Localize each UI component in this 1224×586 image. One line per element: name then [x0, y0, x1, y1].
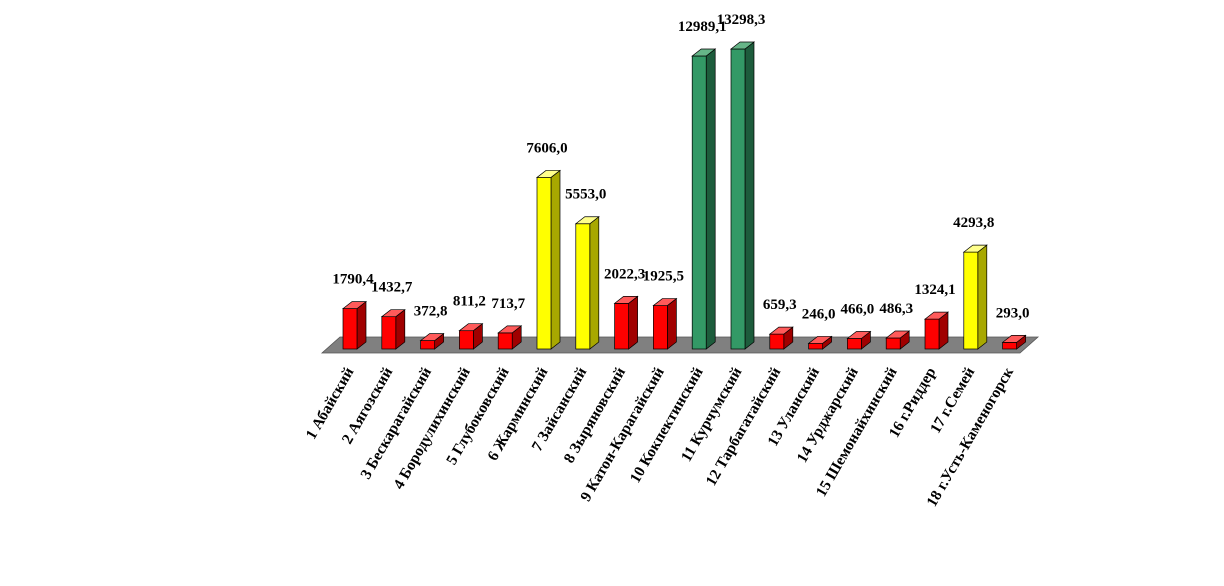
bar-front	[381, 316, 397, 350]
bar-front	[342, 308, 358, 350]
value-label-11: 13298,3	[717, 12, 766, 28]
value-label-8: 2022,3	[604, 266, 645, 282]
bar-top	[535, 170, 562, 178]
bar-top	[691, 48, 717, 57]
bar-front	[963, 251, 979, 350]
bar-9	[652, 297, 678, 350]
bar-front	[808, 343, 823, 350]
bar-side	[356, 300, 367, 350]
bar-front	[1002, 342, 1017, 350]
value-label-15: 486,3	[879, 301, 913, 317]
bar-side	[744, 41, 755, 350]
bar-front	[420, 340, 435, 350]
bar-15	[885, 330, 911, 350]
bar-top	[380, 309, 406, 318]
bar-18	[1001, 334, 1027, 350]
bar-front	[691, 55, 707, 350]
value-label-9: 1925,5	[643, 269, 684, 285]
bar-side	[667, 297, 677, 350]
value-label-10: 12989,1	[678, 19, 727, 35]
bar-front	[885, 337, 901, 350]
value-label-2: 1432,7	[371, 280, 413, 296]
bar-top	[807, 336, 833, 344]
bar-13	[807, 335, 833, 350]
bar-top	[846, 331, 872, 339]
bar-8	[613, 295, 639, 350]
value-label-1: 1790,4	[332, 272, 374, 288]
bar-front	[653, 305, 668, 350]
bar-5	[497, 325, 523, 350]
value-label-12: 659,3	[763, 297, 797, 313]
bar-2	[380, 308, 406, 350]
category-label-3: 3 Бескарагайский	[357, 364, 435, 482]
bar-top	[962, 244, 988, 253]
bars-group	[341, 41, 1027, 350]
bar-top	[574, 216, 600, 225]
bar-side	[628, 295, 638, 350]
bar-top	[768, 326, 794, 335]
value-label-16: 1324,1	[914, 282, 955, 298]
bar-side	[589, 216, 600, 350]
value-label-14: 466,0	[841, 301, 875, 317]
bar-top	[923, 311, 950, 320]
bar-front	[575, 223, 591, 350]
bar-17	[962, 244, 988, 350]
bar-top	[729, 41, 756, 50]
bar-top	[341, 301, 368, 309]
bar-side	[977, 244, 988, 350]
bar-front	[769, 333, 785, 350]
bar-front	[459, 330, 474, 350]
bar-top	[458, 323, 484, 332]
bar-16	[923, 311, 950, 350]
value-label-17: 4293,8	[953, 215, 994, 231]
value-label-13: 246,0	[802, 306, 836, 322]
bar-front	[614, 303, 629, 350]
bar-front	[847, 338, 862, 350]
value-label-3: 372,8	[414, 304, 448, 320]
value-label-7: 5553,0	[565, 187, 606, 203]
bar-top	[885, 330, 911, 339]
bar-top	[1001, 335, 1027, 343]
bar-front	[730, 48, 746, 350]
bar-top	[497, 325, 523, 334]
value-label-6: 7606,0	[526, 140, 567, 156]
bar-10	[691, 48, 717, 350]
value-label-5: 713,7	[491, 296, 525, 312]
value-label-18: 293,0	[996, 305, 1030, 321]
value-label-4: 811,2	[453, 294, 486, 310]
bar-6	[535, 169, 562, 350]
bar-top	[652, 298, 678, 306]
bar-11	[729, 41, 756, 350]
bar-4	[458, 322, 484, 350]
bar-3	[419, 332, 445, 350]
bar-top	[613, 296, 639, 304]
bar-14	[846, 330, 872, 350]
bar-12	[768, 326, 794, 350]
bar-front	[497, 332, 513, 350]
bar-side	[705, 48, 716, 350]
bar-front	[536, 177, 552, 350]
bar-side	[550, 169, 561, 350]
bar-1	[341, 300, 368, 350]
bar-top	[419, 333, 445, 341]
bar-front	[924, 318, 940, 350]
bar-7	[574, 216, 600, 350]
